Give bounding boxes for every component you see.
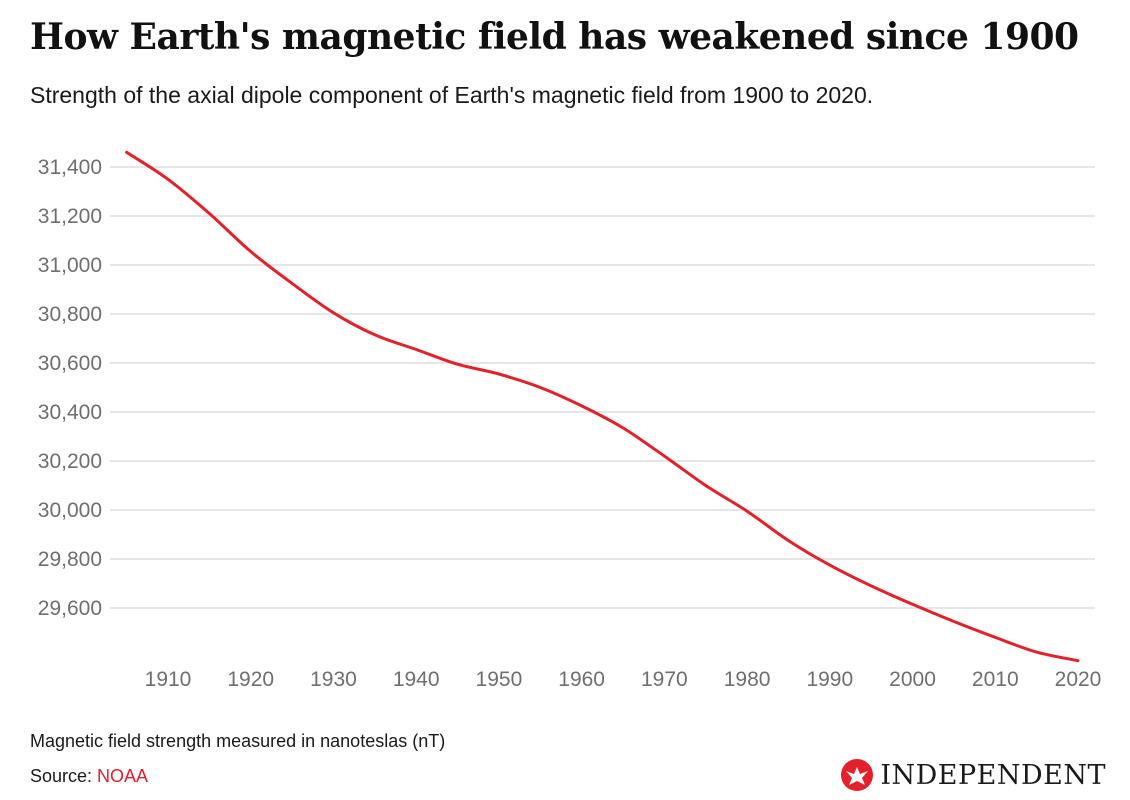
source-link[interactable]: NOAA bbox=[97, 766, 149, 786]
x-tick-label: 1950 bbox=[476, 668, 523, 691]
chart-subtitle: Strength of the axial dipole component o… bbox=[30, 82, 874, 108]
eagle-icon bbox=[841, 759, 874, 791]
data-point bbox=[952, 619, 956, 623]
data-point bbox=[911, 602, 915, 606]
data-point bbox=[249, 250, 253, 254]
data-point bbox=[580, 404, 584, 408]
data-point bbox=[828, 563, 832, 567]
x-tick-label: 2010 bbox=[972, 668, 1019, 691]
brand-logo[interactable]: INDEPENDENT bbox=[840, 758, 1106, 792]
data-point bbox=[786, 539, 790, 543]
y-tick-label: 30,800 bbox=[38, 303, 102, 326]
data-point bbox=[166, 177, 170, 181]
y-tick-label: 31,400 bbox=[38, 156, 102, 179]
y-tick-label: 31,000 bbox=[38, 254, 102, 277]
source-line: Source: NOAA bbox=[30, 766, 148, 787]
y-tick-label: 31,200 bbox=[38, 205, 102, 228]
x-axis-ticks: 1910 1920 1930 1940 1950 1960 1970 1980 1990 2000… bbox=[145, 668, 1102, 691]
x-tick-label: 1990 bbox=[806, 668, 853, 691]
y-tick-label: 30,400 bbox=[38, 401, 102, 424]
chart-title: How Earth's magnetic field has weakened … bbox=[30, 16, 1079, 58]
y-tick-label: 29,800 bbox=[38, 548, 102, 571]
x-tick-label: 2020 bbox=[1055, 668, 1102, 691]
data-point bbox=[1035, 650, 1039, 654]
x-tick-label: 1970 bbox=[641, 668, 688, 691]
y-tick-label: 29,600 bbox=[38, 597, 102, 620]
data-point bbox=[745, 509, 749, 513]
line-chart: 29,600 29,800 30,000 30,200 30,400 30,600 30,8… bbox=[38, 150, 1102, 691]
x-tick-label: 1940 bbox=[393, 668, 440, 691]
data-point bbox=[456, 362, 460, 366]
x-tick-label: 1980 bbox=[724, 668, 771, 691]
data-point bbox=[621, 426, 625, 430]
y-tick-label: 30,000 bbox=[38, 499, 102, 522]
data-point bbox=[869, 584, 873, 588]
data-point bbox=[373, 333, 377, 337]
y-tick-label: 30,200 bbox=[38, 450, 102, 473]
series-line bbox=[125, 150, 1080, 663]
data-point bbox=[538, 386, 542, 390]
x-tick-label: 1930 bbox=[310, 668, 357, 691]
units-note: Magnetic field strength measured in nano… bbox=[30, 731, 446, 751]
x-tick-label: 1910 bbox=[145, 668, 192, 691]
y-tick-label: 30,600 bbox=[38, 352, 102, 375]
x-tick-label: 1920 bbox=[227, 668, 274, 691]
data-point bbox=[290, 281, 294, 285]
source-label: Source: bbox=[30, 766, 98, 786]
brand-wordmark: INDEPENDENT bbox=[880, 759, 1106, 791]
data-point bbox=[704, 484, 708, 488]
data-point bbox=[662, 454, 666, 458]
data-point bbox=[331, 311, 335, 315]
data-point bbox=[1076, 659, 1080, 663]
data-point bbox=[207, 212, 211, 216]
gridlines bbox=[110, 166, 1095, 609]
data-point bbox=[497, 372, 501, 376]
data-point bbox=[125, 150, 129, 154]
x-tick-label: 2000 bbox=[889, 668, 936, 691]
data-point bbox=[993, 635, 997, 639]
data-point bbox=[414, 348, 418, 352]
data-points bbox=[125, 150, 1080, 662]
y-axis-ticks: 29,600 29,800 30,000 30,200 30,400 30,600 30,8… bbox=[38, 156, 102, 620]
x-tick-label: 1960 bbox=[558, 668, 605, 691]
